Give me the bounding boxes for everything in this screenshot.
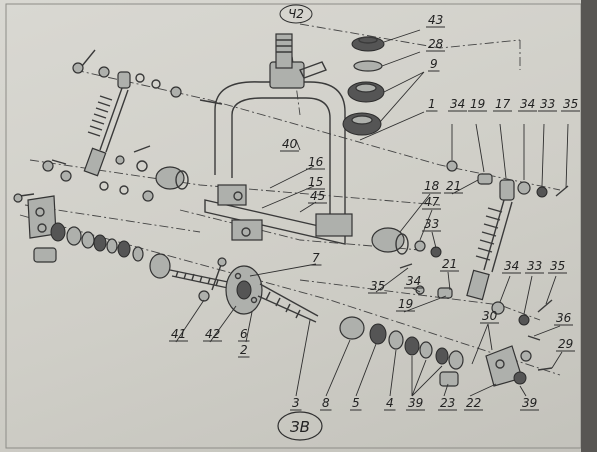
bearing-stack [342, 36, 385, 136]
callout-c16: 16 [308, 155, 324, 169]
callout-c7: 7 [312, 251, 320, 265]
callout-c23: 23 [440, 396, 455, 410]
top-note-marker: Ч2 [279, 4, 313, 24]
callout-c41: 41 [171, 327, 186, 341]
callout-c34d: 34 [504, 259, 519, 273]
callout-c19b: 19 [398, 297, 413, 311]
left-middle-parts-row [42, 145, 189, 202]
callout-c39b: 39 [522, 396, 537, 410]
lower-parts-row [339, 316, 553, 387]
callout-c15: 15 [308, 175, 323, 189]
callout-c39a: 39 [408, 396, 423, 410]
callout-c47: 47 [424, 195, 440, 209]
callout-c21b: 21 [442, 257, 457, 271]
figure-tag-text: ЗВ [290, 418, 310, 436]
callout-c34c: 34 [406, 274, 421, 288]
callout-c34b: 34 [520, 97, 535, 111]
callout-c4: 4 [386, 396, 394, 410]
page-edge-shadow [581, 0, 597, 452]
callout-c5: 5 [352, 396, 360, 410]
callout-c17: 17 [495, 97, 511, 111]
callout-c43: 43 [428, 13, 443, 27]
shaft-and-hub [169, 257, 319, 323]
callout-c33a: 33 [540, 97, 555, 111]
callout-c3: 3 [292, 396, 300, 410]
callout-c40: 40 [282, 137, 298, 151]
top-note-text: Ч2 [288, 7, 304, 21]
leader-lines [175, 29, 569, 397]
left-bracket-and-washers [13, 193, 171, 279]
callout-c30: 30 [482, 309, 498, 323]
upper-left-shock-absorber [72, 49, 223, 177]
callout-c19a: 19 [470, 97, 485, 111]
callout-c36: 36 [556, 311, 572, 325]
callout-c35c: 35 [550, 259, 565, 273]
u-frame-part [204, 33, 353, 245]
callout-c1: 1 [428, 97, 436, 111]
callout-c34a: 34 [450, 97, 465, 111]
callout-c22: 22 [466, 396, 481, 410]
callout-c2: 2 [240, 343, 248, 357]
callout-c9: 9 [430, 57, 438, 71]
callout-c35a: 35 [563, 97, 578, 111]
callout-c42: 42 [205, 327, 220, 341]
callout-c18: 18 [424, 179, 440, 193]
callout-c33b: 33 [424, 217, 439, 231]
figure-tag: ЗВ [277, 411, 323, 441]
callout-c33c: 33 [527, 259, 542, 273]
right-shock-absorber [371, 160, 569, 341]
callout-c28: 28 [428, 37, 444, 51]
callout-c8: 8 [322, 396, 330, 410]
callout-c21a: 21 [446, 179, 461, 193]
callout-c6: 6 [240, 327, 248, 341]
callout-c45: 45 [310, 189, 325, 203]
callout-c35b: 35 [370, 279, 385, 293]
callout-c29: 29 [558, 337, 573, 351]
